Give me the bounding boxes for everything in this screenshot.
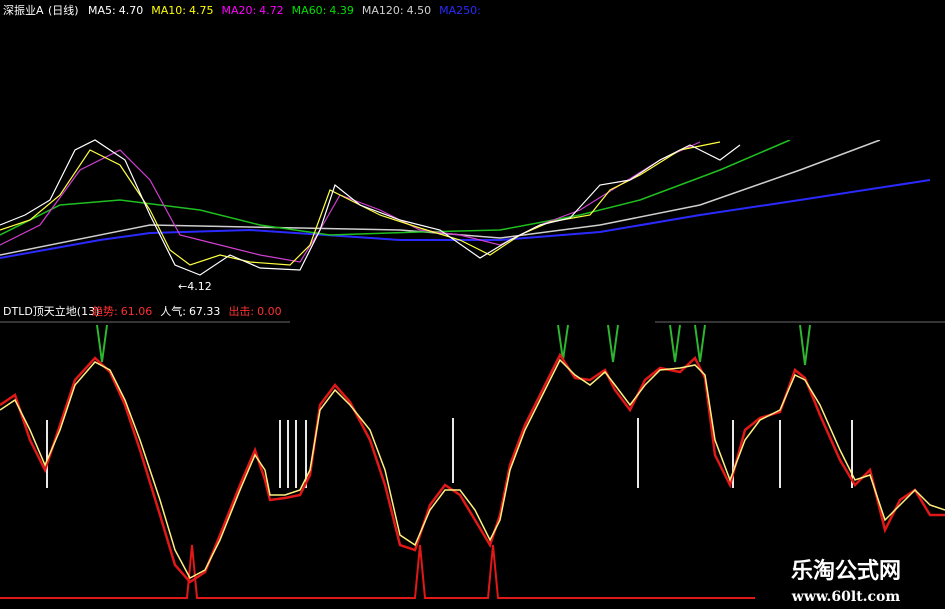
top-signal	[607, 324, 619, 363]
legend-value: 4.39	[329, 4, 354, 17]
cover-block	[535, 0, 945, 140]
ma60-line	[0, 139, 791, 236]
ma20-line	[0, 141, 701, 263]
ma10-line	[0, 141, 721, 266]
top-signal	[799, 324, 811, 366]
ma-legend: MA5: 4.70 MA10: 4.75 MA20: 4.72 MA60: 4.39 MA120…	[88, 4, 481, 17]
legend-value: 4.72	[259, 4, 284, 17]
bottom-signal-line	[0, 544, 945, 599]
legend-value: 61.06	[121, 305, 153, 318]
period: (日线)	[48, 3, 79, 17]
indicator-name: DTLD顶天立地(13)	[3, 304, 99, 318]
top-signal	[694, 324, 706, 363]
low-marker: ←4.12	[178, 280, 212, 293]
legend-label: MA60:	[292, 4, 327, 17]
trend-line	[0, 352, 945, 584]
cover-block	[290, 300, 655, 328]
ma5-line	[0, 139, 741, 276]
ma250-line	[0, 179, 931, 259]
watermark-title: 乐淘公式网	[791, 558, 901, 584]
legend-label: MA250:	[439, 4, 481, 17]
price-lines	[0, 139, 931, 276]
ma120-line	[0, 139, 881, 256]
legend-label: 趋势:	[92, 305, 118, 318]
white-signals	[46, 418, 853, 488]
legend-value: 4.75	[189, 4, 214, 17]
legend-value: 0.00	[257, 305, 282, 318]
legend-label: 人气:	[160, 304, 186, 318]
legend-label: MA10:	[151, 4, 186, 17]
legend-label: MA120:	[362, 4, 404, 17]
top-signal	[96, 324, 108, 363]
stock-name: 深振业A	[3, 3, 44, 17]
watermark-url: www.60lt.com	[791, 589, 901, 605]
legend-label: MA5:	[88, 4, 116, 17]
legend-value: 67.33	[189, 305, 221, 318]
top-signal	[669, 324, 681, 363]
legend-value: 4.70	[119, 4, 144, 17]
legend-label: 出击:	[228, 304, 254, 318]
legend-value: 4.50	[407, 4, 432, 17]
popularity-line	[0, 358, 945, 580]
watermark-box	[755, 548, 945, 609]
top-signals	[96, 324, 811, 366]
legend-label: MA20:	[221, 4, 256, 17]
